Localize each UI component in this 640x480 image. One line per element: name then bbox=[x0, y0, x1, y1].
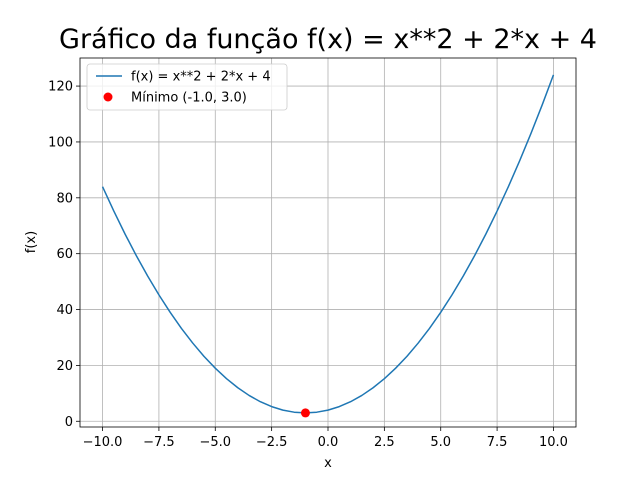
y-tick-label: 0 bbox=[65, 415, 73, 430]
x-tick-label: 10.0 bbox=[539, 435, 568, 450]
grid-layer bbox=[80, 58, 576, 427]
ticks-layer: −10.0 −7.5 −5.0 −2.5 0.0 2.5 5.0 7.5 10.0 0 20 40 60… bbox=[48, 80, 568, 450]
legend-entry-minimum: Mínimo (-1.0, 3.0) bbox=[131, 91, 247, 106]
function-line bbox=[101, 74, 555, 414]
x-tick-label: −2.5 bbox=[256, 435, 288, 450]
y-tick-label: 40 bbox=[56, 303, 73, 318]
y-tick-label: 120 bbox=[48, 80, 73, 95]
x-tick-label: 2.5 bbox=[374, 435, 395, 450]
legend-box bbox=[86, 63, 288, 111]
legend-point-swatch bbox=[103, 92, 113, 102]
x-tick-label: −7.5 bbox=[143, 435, 175, 450]
x-tick-label: −10.0 bbox=[83, 435, 123, 450]
series-layer bbox=[101, 74, 555, 418]
legend: f(x) = x**2 + 2*x + 4 Mínimo (-1.0, 3.0) bbox=[86, 63, 288, 111]
y-axis-label: f(x) bbox=[24, 231, 39, 253]
x-tick-label: 7.5 bbox=[487, 435, 508, 450]
y-tick-label: 20 bbox=[56, 359, 73, 374]
x-axis-label: x bbox=[324, 456, 332, 471]
x-tick-label: −5.0 bbox=[199, 435, 231, 450]
y-tick-label: 60 bbox=[56, 247, 73, 262]
chart-title: Gráfico da função f(x) = x**2 + 2*x + 4 bbox=[59, 24, 597, 55]
y-tick-label: 100 bbox=[48, 135, 73, 150]
minimum-point bbox=[300, 408, 310, 418]
x-tick-label: 5.0 bbox=[430, 435, 451, 450]
y-tick-label: 80 bbox=[56, 191, 73, 206]
legend-entry-function: f(x) = x**2 + 2*x + 4 bbox=[131, 70, 271, 85]
x-tick-label: 0.0 bbox=[318, 435, 339, 450]
